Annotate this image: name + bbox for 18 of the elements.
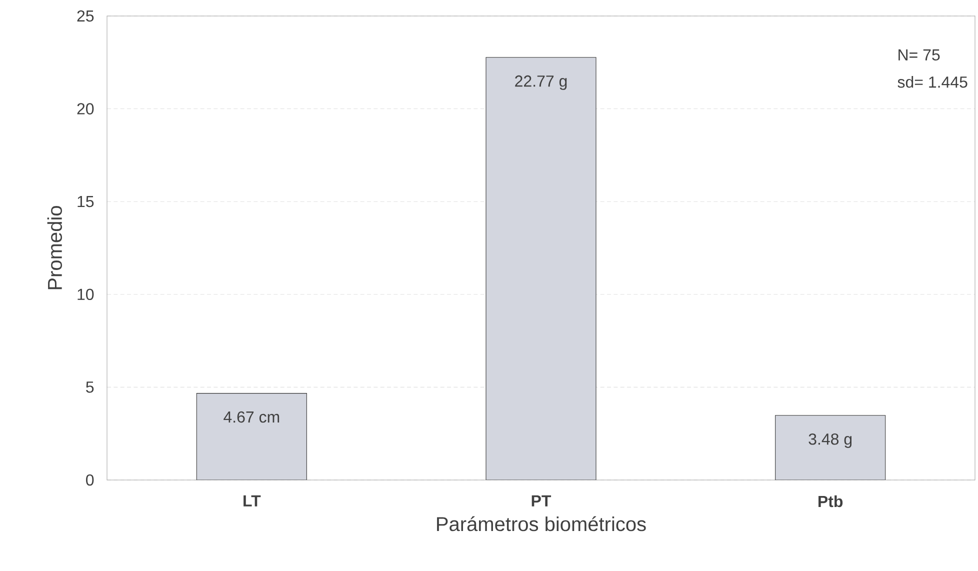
data-label: 4.67 cm: [224, 411, 280, 423]
y-tick-label: 25: [77, 10, 94, 22]
data-label: 3.48 g: [808, 433, 852, 448]
x-tick-label: LT: [244, 495, 261, 506]
y-tick-label: 5: [86, 382, 94, 393]
x-tick-label: PT: [532, 495, 552, 506]
x-axis-title: Parámetros biométricos: [437, 516, 646, 532]
y-axis-title: Promedio: [47, 206, 62, 290]
data-label: 22.77 g: [515, 75, 567, 90]
x-tick-label: Ptb: [818, 495, 843, 508]
y-tick-label: 15: [78, 196, 94, 208]
annotation: N= 75: [898, 49, 940, 61]
y-tick-label: 10: [78, 288, 94, 300]
bar: [775, 415, 886, 480]
y-tick-label: 0: [86, 474, 94, 486]
y-tick-label: 20: [77, 103, 94, 114]
bar: [196, 393, 307, 480]
annotation: sd= 1.445: [898, 76, 968, 88]
